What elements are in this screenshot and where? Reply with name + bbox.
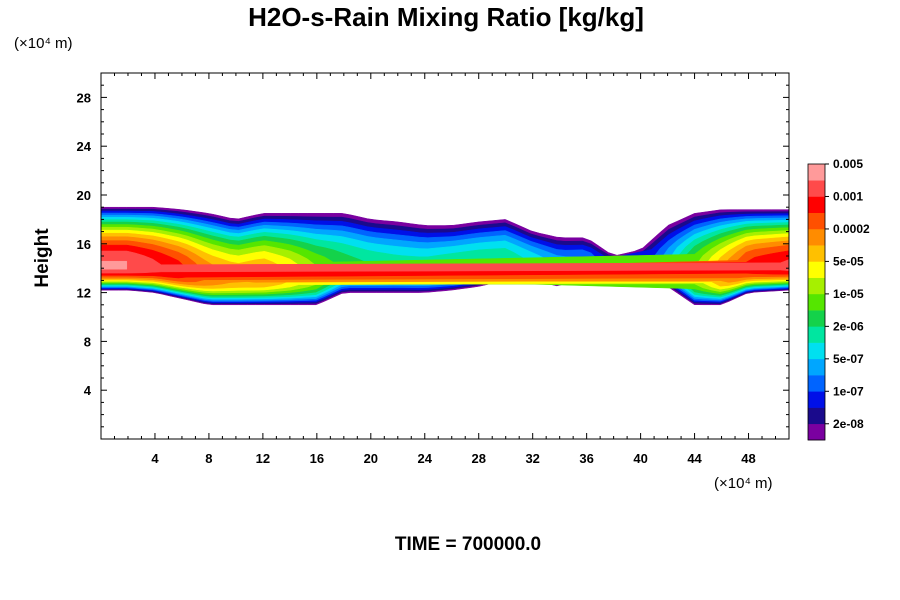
y-tick-label: 24 [77,139,92,154]
x-tick-label: 24 [418,451,433,466]
colorbar-label: 0.005 [833,157,863,171]
colorbar-swatch [808,228,825,246]
x-tick-label: 20 [364,451,378,466]
x-axis: 4 8 12 16 20 24 28 32 36 40 44 48 [113,73,777,466]
x-tick-label: 28 [471,451,485,466]
y-tick-label: 8 [84,334,91,349]
x-tick-label: 4 [151,451,159,466]
colorbar-label: 5e-07 [833,352,864,366]
colorbar-swatch [808,342,825,360]
x-tick-label: 32 [525,451,539,466]
y-tick-label: 28 [77,90,91,105]
colorbar-swatch [808,245,825,262]
x-tick-label: 48 [741,451,755,466]
y-tick-label: 12 [77,286,91,301]
colorbar-swatch [808,391,825,408]
colorbar-label: 1e-05 [833,287,864,301]
colorbar-label: 2e-08 [833,417,864,431]
chart-title: H2O-s-Rain Mixing Ratio [kg/kg] [248,2,644,32]
x-tick-label: 36 [579,451,593,466]
colorbar-label: 5e-05 [833,254,864,268]
colorbar-swatch [808,277,825,295]
colorbar-swatch [808,407,825,425]
colorbar-swatch [808,212,825,230]
y-tick-label: 20 [77,188,91,203]
colorbar-swatch [808,326,825,343]
contour-band-16 [101,250,789,274]
colorbar-swatch [808,358,825,376]
colorbar-label: 2e-06 [833,319,864,333]
colorbar-swatch [808,196,825,214]
y-axis: 4 8 12 16 20 24 28 [77,84,789,428]
colorbar-swatch [808,375,825,392]
colorbar: 2e-08 1e-07 5e-07 2e-06 1e-05 5e-05 0.0002 0.00… [807,157,870,441]
contour-band-17 [101,260,128,270]
x-axis-unit: (×10⁴ m) [714,475,773,492]
colorbar-swatch [808,261,825,278]
colorbar-swatch [808,310,825,327]
y-axis-unit: (×10⁴ m) [14,35,73,52]
time-label: TIME = 700000.0 [395,534,541,555]
y-axis-label: Height [32,228,53,288]
x-tick-label: 44 [687,451,702,466]
colorbar-label: 0.001 [833,189,863,203]
colorbar-swatch [808,164,825,181]
x-tick-label: 12 [256,451,270,466]
colorbar-swatch [808,423,825,441]
x-tick-label: 40 [633,451,647,466]
x-tick-label: 16 [310,451,324,466]
x-tick-label: 8 [205,451,212,466]
colorbar-frame [807,163,826,441]
y-tick-label: 4 [84,383,92,398]
field-layer [101,206,789,306]
colorbar-label: 0.0002 [833,222,870,236]
colorbar-swatch [808,180,825,197]
colorbar-swatch [808,293,825,311]
colorbar-label: 1e-07 [833,384,864,398]
y-tick-label: 16 [77,237,91,252]
